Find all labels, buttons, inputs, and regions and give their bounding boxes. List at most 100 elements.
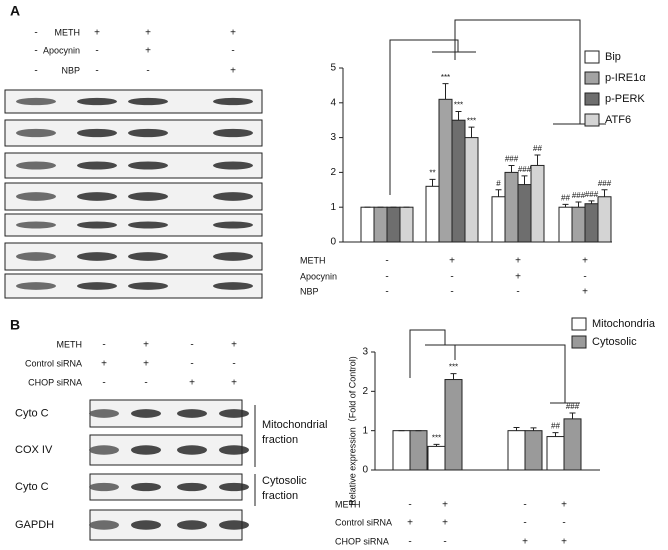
condition-label: Apocynin (300, 271, 337, 281)
error-bar (495, 189, 502, 197)
condition-sign: - (523, 500, 526, 511)
blot-band (89, 482, 119, 492)
blot-band (16, 221, 56, 229)
blot-band (16, 282, 56, 290)
significance: ### (505, 155, 519, 164)
blot-band (213, 221, 253, 229)
bar (491, 196, 506, 243)
condition-sign: - (408, 537, 411, 548)
blot-band (89, 409, 119, 418)
blot-band (219, 482, 249, 492)
bar (571, 206, 586, 243)
blot-band (219, 445, 249, 455)
legend-swatch (584, 71, 600, 85)
significance: ### (566, 402, 580, 411)
blot-band (16, 252, 56, 261)
blot-band (219, 409, 249, 418)
condition-sign: + (582, 256, 588, 267)
bracket (409, 329, 467, 378)
condition-sign: - (516, 287, 519, 298)
blot-band (177, 445, 207, 455)
condition-sign: + (449, 256, 455, 267)
y-tick-label: 3 (362, 347, 368, 358)
blot-band (16, 97, 56, 106)
treatment-sign: + (231, 340, 237, 351)
legend-label: Mitochondria (592, 318, 656, 330)
fraction-label: Mitochondrial (262, 419, 327, 431)
condition-sign: - (443, 537, 446, 548)
treatment-sign: + (101, 359, 107, 370)
blot-band (213, 97, 253, 106)
treatment-sign: - (232, 359, 235, 370)
bracket (454, 344, 580, 404)
bar (427, 445, 446, 471)
bar (584, 203, 599, 243)
bracket (389, 39, 476, 195)
blot-band (16, 128, 56, 138)
significance: *** (454, 101, 463, 110)
condition-sign: + (515, 272, 521, 283)
bar (399, 206, 414, 243)
fraction-label: fraction (262, 434, 298, 446)
condition-sign: - (385, 256, 388, 267)
legend-label: p-IRE1α (605, 72, 646, 84)
bar (507, 430, 526, 471)
treatment-label: CHOP siRNA (28, 377, 82, 387)
blot-band (128, 161, 168, 170)
significance: *** (432, 434, 441, 443)
condition-sign: - (562, 518, 565, 529)
blot-label: Cyto C (15, 407, 49, 419)
y-tick-label: 2 (362, 386, 368, 397)
blot-band (89, 445, 119, 455)
error-bar (534, 154, 541, 166)
error-bar (433, 443, 440, 447)
bar (504, 171, 519, 243)
blot-band (128, 282, 168, 290)
significance: ## (551, 422, 560, 431)
bar (409, 430, 428, 471)
legend-label: Bip (605, 51, 621, 63)
blot-band (131, 482, 161, 492)
treatment-sign: - (34, 28, 37, 39)
condition-sign: + (522, 537, 528, 548)
y-tick-label: 1 (362, 425, 368, 436)
blot-band (77, 252, 117, 261)
condition-label: Control siRNA (335, 517, 392, 527)
error-bar (562, 203, 569, 208)
treatment-sign: - (231, 46, 234, 57)
fraction-label: fraction (262, 490, 298, 502)
y-tick-label: 0 (330, 237, 336, 248)
condition-label: METH (300, 255, 326, 265)
significance: ### (585, 190, 599, 199)
legend-swatch (571, 317, 587, 331)
condition-label: CHOP siRNA (335, 536, 389, 546)
condition-sign: + (515, 256, 521, 267)
bar (386, 206, 401, 243)
legend-label: Cytosolic (592, 336, 637, 348)
panel-label: B (10, 317, 20, 333)
condition-sign: - (450, 272, 453, 283)
legend-swatch (584, 113, 600, 127)
blot-label: GAPDH (15, 519, 54, 531)
significance: *** (449, 363, 458, 372)
bar (524, 430, 543, 471)
condition-sign: + (442, 500, 448, 511)
blot-band (128, 252, 168, 261)
y-tick-label: 5 (330, 63, 336, 74)
blot-band (131, 520, 161, 530)
treatment-sign: + (145, 46, 151, 57)
condition-sign: - (583, 272, 586, 283)
condition-sign: - (385, 272, 388, 283)
condition-sign: + (442, 518, 448, 529)
blot-band (16, 192, 56, 201)
y-tick-label: 3 (330, 132, 336, 143)
blot-band (128, 128, 168, 138)
treatment-sign: - (34, 46, 37, 57)
significance: ## (533, 144, 542, 153)
treatment-label: Apocynin (43, 45, 80, 55)
bar (546, 436, 565, 471)
significance: ### (598, 179, 612, 188)
condition-sign: + (582, 287, 588, 298)
blot-band (219, 520, 249, 530)
blot-band (128, 221, 168, 229)
